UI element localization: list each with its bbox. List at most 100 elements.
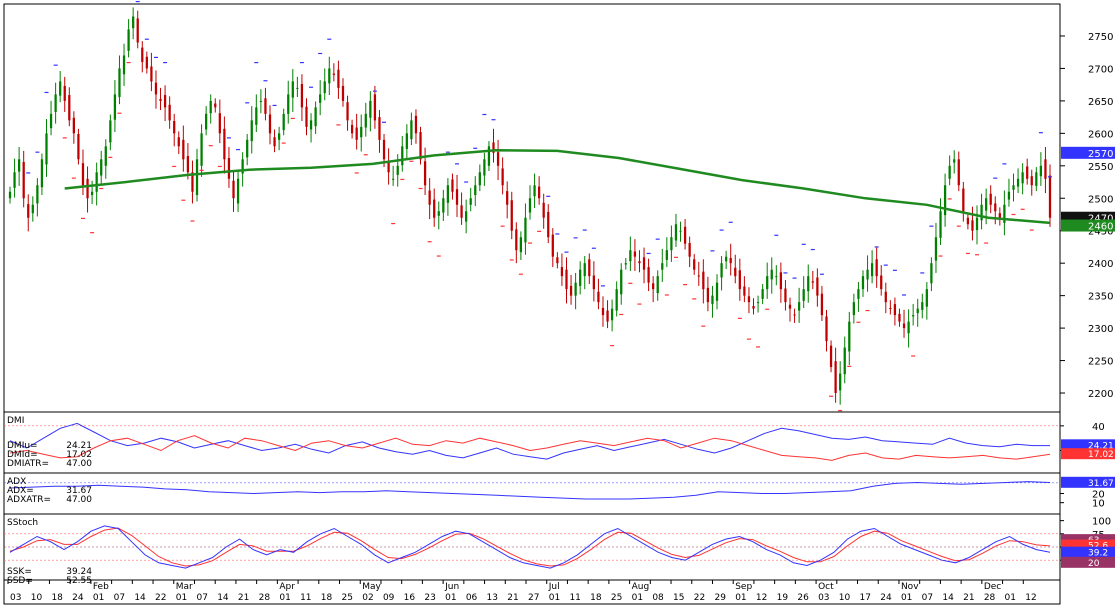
x-day-label: 07 bbox=[196, 593, 207, 603]
x-month-label: Nov bbox=[901, 582, 919, 592]
x-day-label: 02 bbox=[362, 593, 373, 603]
candle-body bbox=[880, 275, 883, 290]
candle-body bbox=[405, 133, 408, 149]
candle-body bbox=[834, 361, 837, 394]
candle-body bbox=[793, 314, 796, 316]
candle-body bbox=[232, 180, 235, 199]
candle-body bbox=[86, 178, 89, 199]
x-month-label: Mar bbox=[176, 582, 193, 592]
candle-body bbox=[90, 191, 94, 196]
candle-body bbox=[227, 158, 231, 179]
x-month-label: Feb bbox=[93, 582, 109, 592]
x-month-label: Aug bbox=[632, 582, 650, 592]
candle-body bbox=[442, 198, 445, 213]
x-day-label: 01 bbox=[445, 593, 456, 603]
dmi-plus-badge: 24.21 bbox=[1088, 441, 1114, 451]
candle-body bbox=[246, 139, 249, 158]
candle-body bbox=[615, 289, 618, 311]
candle-body bbox=[177, 137, 180, 147]
candle-body bbox=[259, 100, 263, 102]
x-day-label: 01 bbox=[735, 593, 746, 603]
x-day-label: 18 bbox=[321, 593, 333, 603]
candle-body bbox=[807, 276, 810, 292]
candle-body bbox=[574, 282, 577, 296]
candle-body bbox=[980, 204, 983, 221]
candle-body bbox=[556, 257, 559, 264]
candle-body bbox=[451, 179, 454, 192]
candle-body bbox=[414, 115, 418, 134]
price-tick-label: 2550 bbox=[1088, 162, 1113, 173]
candle-body bbox=[711, 295, 714, 305]
candle-body bbox=[378, 117, 381, 140]
sto-badge-bg bbox=[1061, 556, 1115, 568]
x-month-label: Sep bbox=[735, 582, 752, 592]
dmi-readout-value: 24.21 bbox=[66, 441, 92, 451]
candle-body bbox=[606, 310, 609, 322]
moving-average-line bbox=[64, 148, 1051, 225]
candle-body bbox=[182, 139, 185, 160]
candle-body bbox=[1016, 178, 1020, 187]
candle-body bbox=[994, 203, 997, 212]
price-tick-label: 2250 bbox=[1088, 357, 1113, 368]
candle-body bbox=[300, 84, 304, 108]
candle-body bbox=[483, 159, 486, 176]
candle-body bbox=[989, 193, 992, 205]
candle-body bbox=[154, 82, 158, 95]
candle-body bbox=[474, 185, 477, 196]
dmi-readout-value: 17.02 bbox=[66, 450, 92, 460]
candle-body bbox=[264, 98, 267, 114]
candle-body bbox=[624, 263, 627, 265]
candle-body bbox=[775, 276, 778, 278]
candle-body bbox=[569, 285, 573, 296]
candle-body bbox=[282, 113, 285, 131]
x-month-label: Apr bbox=[279, 582, 295, 592]
dmi-plus-badge-bg bbox=[1061, 439, 1115, 451]
x-day-label: 17 bbox=[860, 593, 871, 603]
sto-name: SStoch bbox=[7, 518, 38, 528]
candle-body bbox=[506, 191, 509, 205]
candle-body bbox=[551, 234, 554, 257]
dmi-minus-badge: 17.02 bbox=[1088, 450, 1114, 460]
x-day-label: 01 bbox=[93, 593, 104, 603]
dmi-readout-label: DMIATR= bbox=[7, 459, 49, 469]
candle-body bbox=[820, 293, 824, 316]
x-day-label: 25 bbox=[611, 593, 622, 603]
candle-body bbox=[291, 81, 294, 98]
price-tick-label: 2650 bbox=[1088, 97, 1113, 108]
candle-body bbox=[683, 226, 687, 244]
candle-body bbox=[100, 159, 103, 176]
candle-body bbox=[629, 250, 632, 262]
x-day-label: 03 bbox=[10, 593, 21, 603]
candle-body bbox=[756, 302, 760, 304]
x-month-label: Dec bbox=[984, 582, 1001, 592]
candle-body bbox=[205, 113, 208, 130]
candle-body bbox=[797, 302, 801, 311]
candle-body bbox=[519, 237, 523, 253]
candle-body bbox=[118, 68, 121, 97]
ma-badge: 2460 bbox=[1088, 222, 1113, 233]
x-day-label: 01 bbox=[632, 593, 643, 603]
candle-body bbox=[95, 172, 98, 192]
candle-body bbox=[287, 94, 290, 114]
candle-body bbox=[610, 308, 614, 321]
dmi-name: DMI bbox=[7, 416, 24, 426]
candle-body bbox=[8, 191, 12, 199]
candle-body bbox=[68, 95, 71, 121]
candle-body bbox=[547, 211, 550, 238]
candle-body bbox=[848, 321, 851, 352]
price-tick-label: 2300 bbox=[1088, 324, 1113, 335]
price-tick-label: 2700 bbox=[1088, 64, 1113, 75]
candle-body bbox=[49, 113, 53, 129]
candle-body bbox=[337, 69, 340, 88]
candle-body bbox=[510, 200, 513, 231]
candle-body bbox=[971, 220, 974, 231]
candle-body bbox=[104, 146, 107, 166]
candle-body bbox=[218, 113, 221, 134]
candle-body bbox=[223, 128, 226, 160]
candle-body bbox=[601, 307, 605, 316]
x-day-label: 01 bbox=[279, 593, 290, 603]
candle-body bbox=[592, 275, 595, 290]
candle-body bbox=[893, 304, 897, 316]
x-day-label: 11 bbox=[569, 593, 580, 603]
candle-body bbox=[770, 269, 773, 280]
